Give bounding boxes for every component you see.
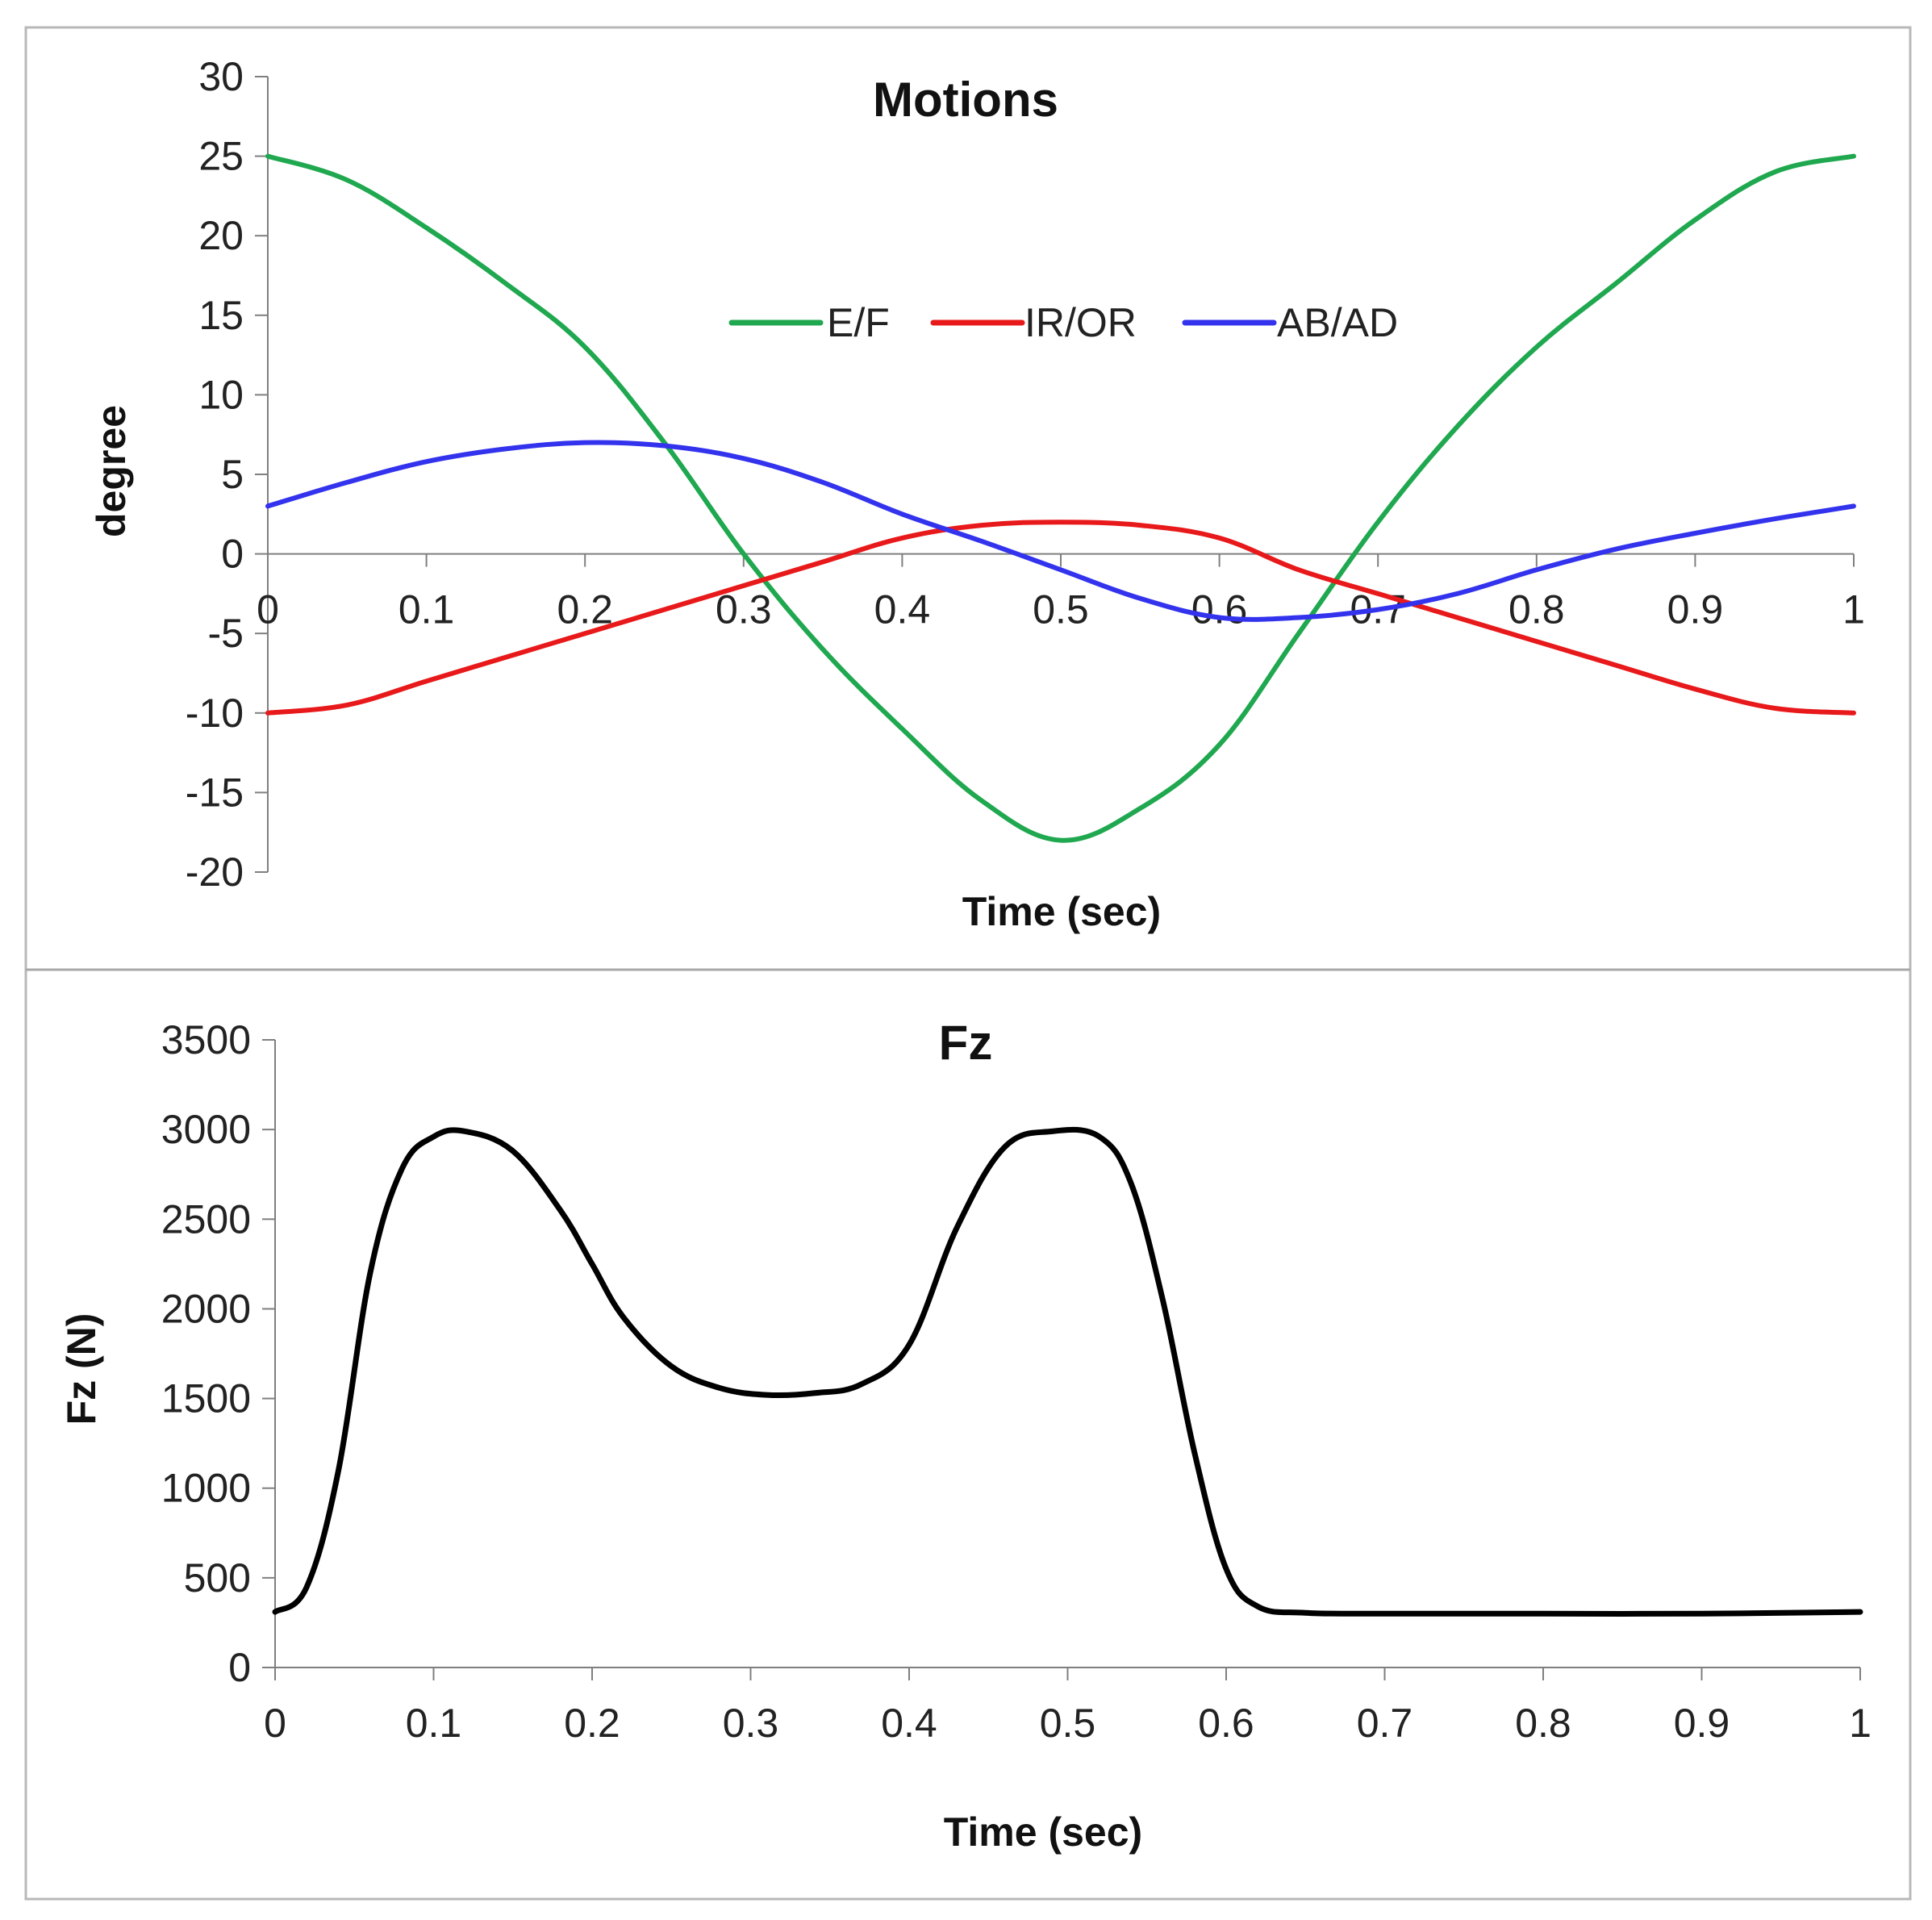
fz-y-tick-label: 3500 (161, 1017, 251, 1062)
motions-lines (265, 153, 1856, 843)
motions-x-tick-label: 0.6 (1191, 587, 1248, 632)
motions-y-tick-label: 0 (221, 532, 244, 577)
motions-title: Motions (873, 73, 1058, 127)
fz-y-tick-label: 1000 (161, 1466, 251, 1511)
motions-x-tick-label: 1 (1842, 587, 1865, 632)
motions-y-tick-label: -5 (208, 611, 244, 656)
fz-x-tick-label: 1 (1849, 1701, 1871, 1746)
fz-y-tick-label: 1500 (161, 1376, 251, 1421)
motions-x-axis-title: Time (sec) (962, 889, 1161, 934)
motions-y-tick-label: 15 (198, 293, 244, 338)
figure-frame (24, 26, 1912, 1901)
fz-axes: 3500 3000 2500 2000 1500 1000 500 00 0.1 0.2 0.3 0.… (161, 1017, 1871, 1746)
motions-y-axis-title: degree (89, 405, 134, 537)
legend-label-ab-ad: AB/AD (1277, 300, 1398, 345)
fz-y-tick-label: 3000 (161, 1107, 251, 1152)
motions-line-ir-or (265, 520, 1856, 716)
fz-y-tick-label: 500 (184, 1555, 251, 1601)
motions-line-ab-ad (265, 440, 1856, 622)
motions-x-tick-label: 0.3 (716, 587, 772, 632)
motions-y-tick-label: 30 (198, 54, 244, 99)
fz-x-tick-label: 0.3 (723, 1701, 779, 1746)
legend-label-ir-or: IR/OR (1024, 300, 1137, 345)
motions-x-tick-label: 0.4 (874, 587, 931, 632)
motions-x-tick-label: 0.2 (557, 587, 613, 632)
legend-label-e-f: E/F (827, 300, 890, 345)
motions-axes: 30 25 20 15 10 5 0 -5 -10 -15 -20 0 0.1 0.2 0.3 0.4 0.5 0… (186, 54, 1865, 895)
fz-x-tick-label: 0.8 (1515, 1701, 1571, 1746)
fz-y-tick-label: 2500 (161, 1196, 251, 1242)
fz-y-tick-label: 2000 (161, 1286, 251, 1331)
motions-y-tick-label: 5 (221, 452, 244, 497)
motions-line-e-f (265, 153, 1856, 843)
fz-line-series-0 (272, 1126, 1863, 1617)
motions-y-tick-label: 20 (198, 213, 244, 258)
fz-title: Fz (939, 1016, 993, 1070)
fz-x-tick-label: 0.2 (564, 1701, 620, 1746)
fz-x-tick-label: 0.9 (1674, 1701, 1730, 1746)
motions-y-tick-label: -10 (186, 691, 244, 736)
fz-x-tick-label: 0 (264, 1701, 286, 1746)
motions-x-tick-label: 0.8 (1508, 587, 1565, 632)
fz-y-tick-label: 0 (228, 1645, 251, 1690)
motions-y-tick-label: 10 (198, 372, 244, 417)
motions-legend: E/F IR/OR AB/AD (728, 300, 1398, 345)
fz-x-axis-title: Time (sec) (944, 1809, 1142, 1855)
motions-x-tick-label: 0.9 (1667, 587, 1724, 632)
motions-chart: Motions degree Time (sec) 302520151050-5… (89, 54, 1865, 934)
fz-x-tick-label: 0.7 (1357, 1701, 1413, 1746)
motions-x-tick-label: 0.1 (399, 587, 455, 632)
motions-x-tick-label: 0 (257, 587, 279, 632)
fz-chart: Fz Fz (N) Time (sec) 3500300025002000150… (59, 1016, 1871, 1855)
motions-y-tick-label: -20 (186, 849, 244, 895)
fz-x-tick-label: 0.6 (1198, 1701, 1254, 1746)
motions-x-tick-label: 0.5 (1033, 587, 1089, 632)
fz-x-tick-label: 0.1 (406, 1701, 462, 1746)
motions-y-tick-label: 25 (198, 134, 244, 179)
fz-x-tick-label: 0.5 (1040, 1701, 1096, 1746)
fz-x-tick-label: 0.4 (881, 1701, 937, 1746)
motions-y-tick-label: -15 (186, 770, 244, 815)
fz-lines (272, 1126, 1863, 1617)
fz-y-axis-title: Fz (N) (59, 1313, 104, 1425)
